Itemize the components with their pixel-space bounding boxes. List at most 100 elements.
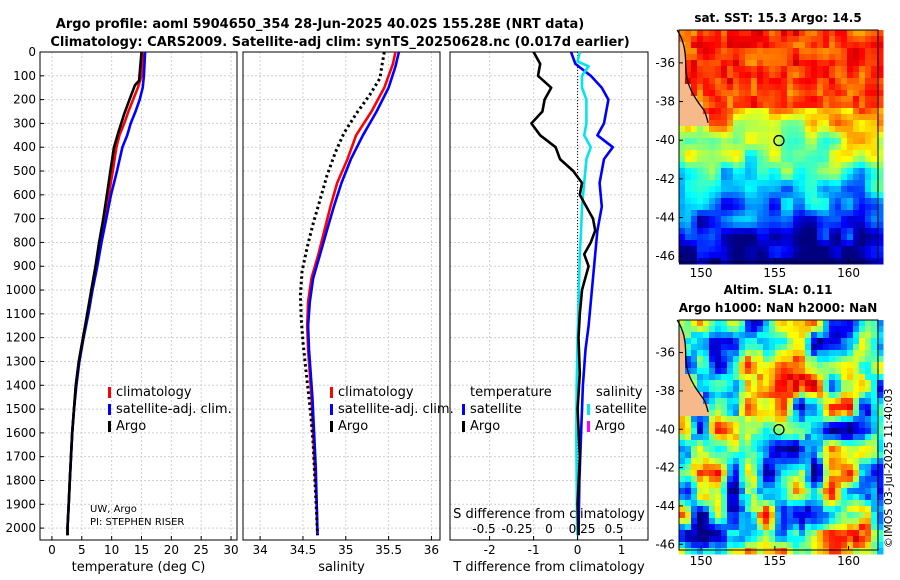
map-cell bbox=[865, 72, 872, 79]
map-cell bbox=[811, 482, 818, 489]
temperature-panel: 0 5 10 15 20 25 300100200300400500600700800900… bbox=[5, 45, 238, 575]
map-cell bbox=[679, 138, 686, 145]
map-cell bbox=[697, 464, 704, 471]
map-cell bbox=[859, 470, 866, 477]
map-cell bbox=[859, 518, 866, 525]
map-cell bbox=[793, 398, 800, 405]
map-cell bbox=[775, 156, 782, 163]
map-cell bbox=[739, 174, 746, 181]
map-cell bbox=[691, 482, 698, 489]
map-cell bbox=[823, 138, 830, 145]
map-cell bbox=[859, 168, 866, 175]
map-cell bbox=[679, 72, 686, 79]
map-cell bbox=[787, 30, 794, 37]
map-cell bbox=[775, 392, 782, 399]
map-cell bbox=[709, 54, 716, 61]
map-cell bbox=[691, 338, 698, 345]
map-cell bbox=[763, 222, 770, 229]
map-cell bbox=[799, 386, 806, 393]
map-cell bbox=[817, 192, 824, 199]
map-cell bbox=[817, 54, 824, 61]
map-cell bbox=[829, 54, 836, 61]
map-cell bbox=[757, 482, 764, 489]
map-cell bbox=[853, 440, 860, 447]
map-cell bbox=[703, 482, 710, 489]
map-cell bbox=[799, 30, 806, 37]
map-cell bbox=[793, 524, 800, 531]
map-cell bbox=[715, 362, 722, 369]
map-cell bbox=[853, 476, 860, 483]
map-cell bbox=[685, 500, 692, 507]
map-cell bbox=[823, 156, 830, 163]
map-cell bbox=[745, 180, 752, 187]
map-cell bbox=[871, 488, 878, 495]
map-cell bbox=[787, 476, 794, 483]
map-cell bbox=[691, 132, 698, 139]
map-cell bbox=[745, 530, 752, 537]
map-cell bbox=[757, 72, 764, 79]
map-cell bbox=[745, 332, 752, 339]
map-cell bbox=[835, 476, 842, 483]
x-axis-label: salinity bbox=[318, 560, 365, 575]
map-cell bbox=[751, 410, 758, 417]
map-cell bbox=[877, 446, 884, 453]
map-cell bbox=[733, 114, 740, 121]
map-cell bbox=[811, 374, 818, 381]
map-cell bbox=[799, 132, 806, 139]
map-cell bbox=[679, 132, 686, 139]
map-cell bbox=[817, 234, 824, 241]
map-cell bbox=[781, 114, 788, 121]
map-cell bbox=[691, 114, 698, 121]
map-cell bbox=[685, 380, 692, 387]
map-cell bbox=[745, 114, 752, 121]
map-cell bbox=[745, 410, 752, 417]
series-line-temperature-satellite bbox=[569, 51, 615, 536]
map-cell bbox=[787, 144, 794, 151]
map-cell bbox=[679, 30, 686, 37]
map-cell bbox=[841, 524, 848, 531]
map-cell bbox=[865, 168, 872, 175]
map-cell bbox=[829, 338, 836, 345]
map-cell bbox=[793, 392, 800, 399]
map-cell bbox=[787, 66, 794, 73]
map-cell bbox=[745, 126, 752, 133]
map-cell bbox=[739, 326, 746, 333]
map-cell bbox=[727, 90, 734, 97]
map-cell bbox=[757, 162, 764, 169]
map-cell bbox=[871, 108, 878, 115]
map-cell bbox=[739, 144, 746, 151]
map-cell bbox=[751, 338, 758, 345]
map-cell bbox=[877, 42, 884, 49]
map-cell bbox=[763, 398, 770, 405]
map-cell bbox=[739, 168, 746, 175]
map-cell bbox=[745, 210, 752, 217]
map-cell bbox=[703, 542, 710, 549]
map-cell bbox=[769, 548, 776, 555]
map-cell bbox=[853, 524, 860, 531]
map-cell bbox=[793, 114, 800, 121]
map-cell bbox=[829, 362, 836, 369]
map-cell bbox=[697, 356, 704, 363]
map-cell bbox=[769, 210, 776, 217]
map-cell bbox=[691, 422, 698, 429]
map-cell bbox=[751, 506, 758, 513]
map-cell bbox=[811, 186, 818, 193]
map-cell bbox=[709, 518, 716, 525]
map-frame bbox=[678, 319, 879, 551]
map-cell bbox=[685, 210, 692, 217]
map-cell bbox=[847, 84, 854, 91]
map-cell bbox=[835, 530, 842, 537]
map-cell bbox=[865, 216, 872, 223]
map-cell bbox=[703, 350, 710, 357]
map-cell bbox=[727, 54, 734, 61]
title-line-2: Climatology: CARS2009. Satellite-adj cli… bbox=[50, 35, 629, 50]
map-cell bbox=[751, 120, 758, 127]
map-cell bbox=[799, 416, 806, 423]
map-cell bbox=[793, 192, 800, 199]
map-cell bbox=[697, 458, 704, 465]
map-cell bbox=[859, 72, 866, 79]
map-cell bbox=[679, 48, 686, 55]
map-cell bbox=[733, 90, 740, 97]
map-cell bbox=[775, 66, 782, 73]
map-cell bbox=[715, 198, 722, 205]
